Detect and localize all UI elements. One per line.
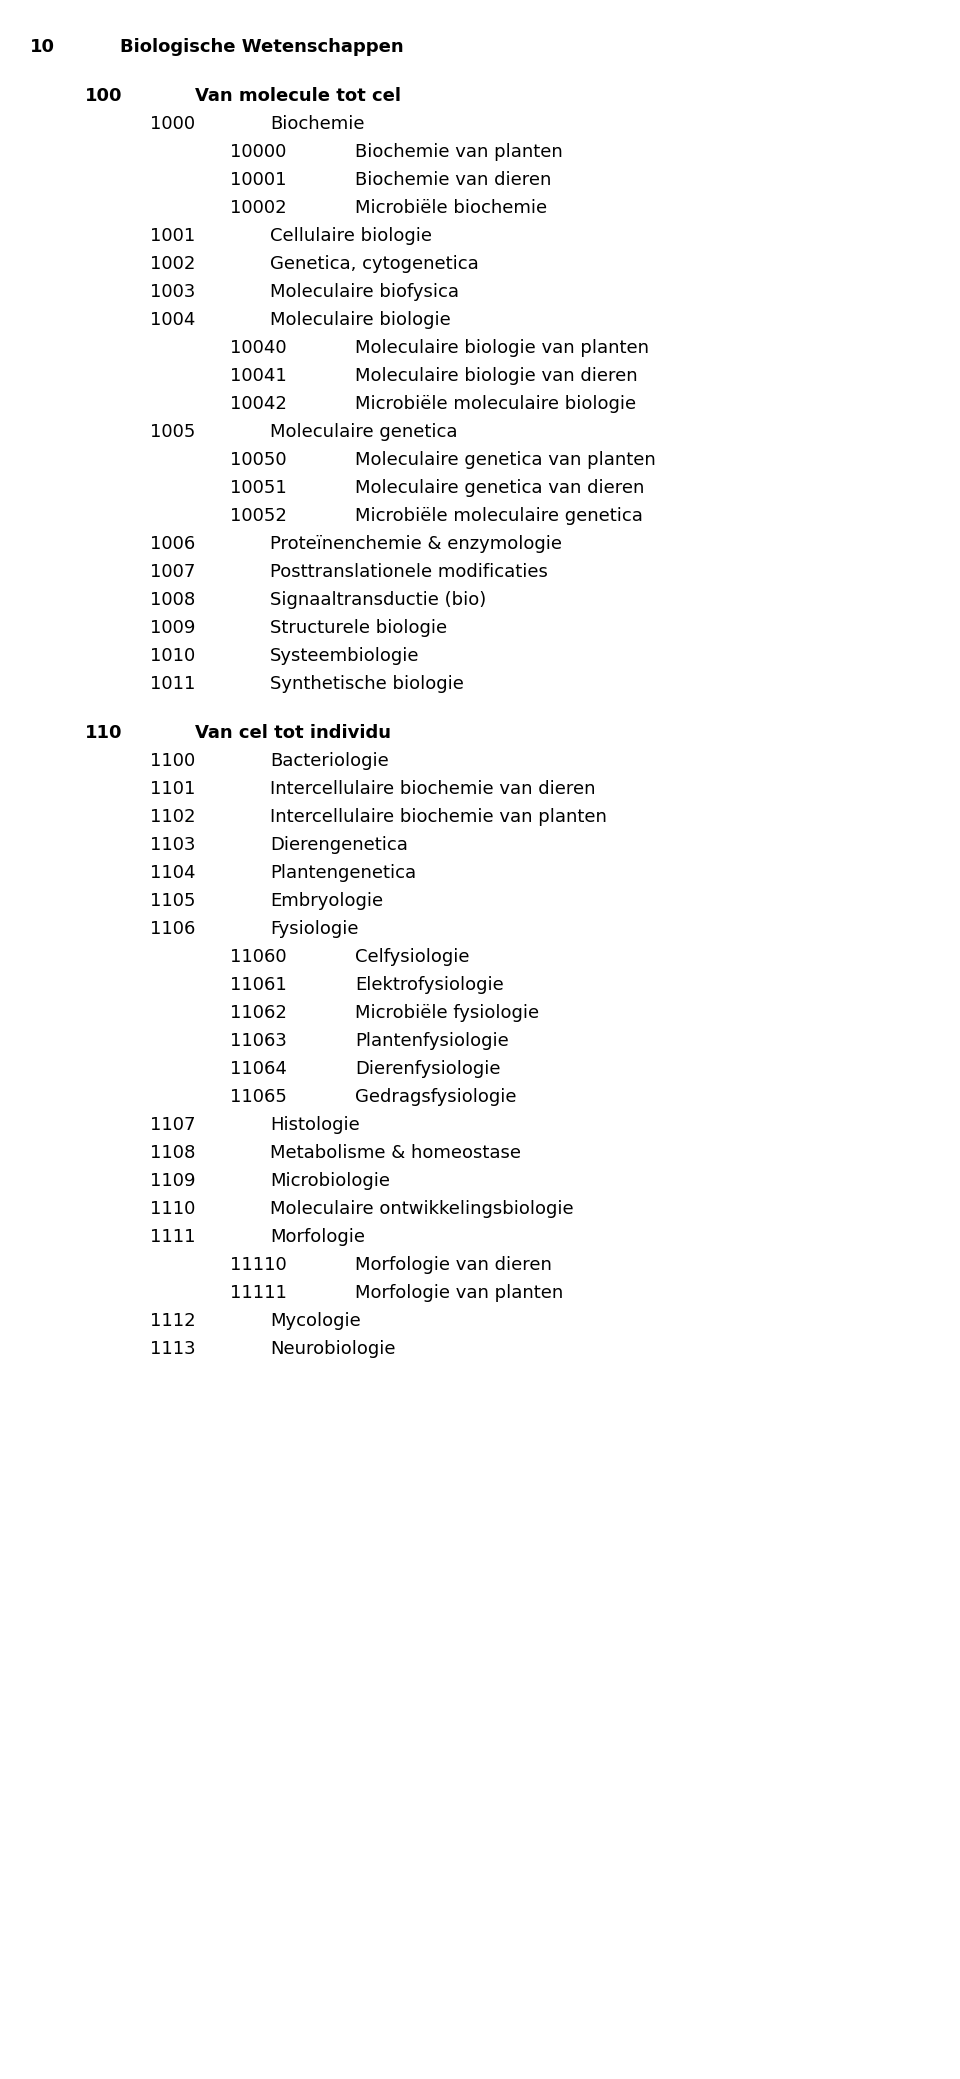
Text: 1109: 1109 bbox=[150, 1173, 196, 1189]
Text: Elektrofysiologie: Elektrofysiologie bbox=[355, 975, 504, 994]
Text: 1105: 1105 bbox=[150, 892, 196, 911]
Text: Proteïnenchemie & enzymologie: Proteïnenchemie & enzymologie bbox=[270, 534, 562, 553]
Text: 1110: 1110 bbox=[150, 1200, 196, 1218]
Text: 1113: 1113 bbox=[150, 1341, 196, 1358]
Text: Moleculaire ontwikkelingsbiologie: Moleculaire ontwikkelingsbiologie bbox=[270, 1200, 574, 1218]
Text: Synthetische biologie: Synthetische biologie bbox=[270, 676, 464, 692]
Text: Structurele biologie: Structurele biologie bbox=[270, 620, 447, 636]
Text: Systeembiologie: Systeembiologie bbox=[270, 647, 420, 665]
Text: 11111: 11111 bbox=[230, 1285, 287, 1301]
Text: 110: 110 bbox=[85, 723, 123, 742]
Text: 1108: 1108 bbox=[150, 1143, 196, 1162]
Text: Celfysiologie: Celfysiologie bbox=[355, 948, 469, 967]
Text: Fysiologie: Fysiologie bbox=[270, 921, 358, 938]
Text: 10: 10 bbox=[30, 37, 55, 56]
Text: Van molecule tot cel: Van molecule tot cel bbox=[195, 87, 401, 106]
Text: 10050: 10050 bbox=[230, 451, 287, 470]
Text: Intercellulaire biochemie van planten: Intercellulaire biochemie van planten bbox=[270, 809, 607, 825]
Text: Bacteriologie: Bacteriologie bbox=[270, 753, 389, 769]
Text: 11065: 11065 bbox=[230, 1087, 287, 1106]
Text: Signaaltransductie (bio): Signaaltransductie (bio) bbox=[270, 590, 487, 609]
Text: 1002: 1002 bbox=[150, 256, 196, 272]
Text: 10001: 10001 bbox=[230, 170, 286, 189]
Text: 1008: 1008 bbox=[150, 590, 195, 609]
Text: 11062: 11062 bbox=[230, 1004, 287, 1023]
Text: 1009: 1009 bbox=[150, 620, 196, 636]
Text: Genetica, cytogenetica: Genetica, cytogenetica bbox=[270, 256, 479, 272]
Text: Plantenfysiologie: Plantenfysiologie bbox=[355, 1031, 509, 1050]
Text: 1007: 1007 bbox=[150, 563, 196, 580]
Text: Moleculaire genetica: Moleculaire genetica bbox=[270, 422, 458, 441]
Text: Microbiële moleculaire biologie: Microbiële moleculaire biologie bbox=[355, 395, 636, 414]
Text: Microbiële fysiologie: Microbiële fysiologie bbox=[355, 1004, 540, 1023]
Text: 1006: 1006 bbox=[150, 534, 195, 553]
Text: Biologische Wetenschappen: Biologische Wetenschappen bbox=[120, 37, 403, 56]
Text: Moleculaire biologie van dieren: Moleculaire biologie van dieren bbox=[355, 368, 637, 385]
Text: Biochemie van dieren: Biochemie van dieren bbox=[355, 170, 551, 189]
Text: Histologie: Histologie bbox=[270, 1116, 360, 1133]
Text: 1103: 1103 bbox=[150, 836, 196, 854]
Text: 1004: 1004 bbox=[150, 312, 196, 328]
Text: 1011: 1011 bbox=[150, 676, 196, 692]
Text: Embryologie: Embryologie bbox=[270, 892, 383, 911]
Text: Biochemie van planten: Biochemie van planten bbox=[355, 143, 563, 160]
Text: Intercellulaire biochemie van dieren: Intercellulaire biochemie van dieren bbox=[270, 780, 595, 798]
Text: Biochemie: Biochemie bbox=[270, 114, 365, 133]
Text: Dierenfysiologie: Dierenfysiologie bbox=[355, 1060, 500, 1079]
Text: 1005: 1005 bbox=[150, 422, 196, 441]
Text: 1101: 1101 bbox=[150, 780, 196, 798]
Text: Mycologie: Mycologie bbox=[270, 1312, 361, 1331]
Text: Microbiële biochemie: Microbiële biochemie bbox=[355, 200, 547, 216]
Text: Morfologie van planten: Morfologie van planten bbox=[355, 1285, 564, 1301]
Text: 1112: 1112 bbox=[150, 1312, 196, 1331]
Text: 100: 100 bbox=[85, 87, 123, 106]
Text: Moleculaire genetica van planten: Moleculaire genetica van planten bbox=[355, 451, 656, 470]
Text: Gedragsfysiologie: Gedragsfysiologie bbox=[355, 1087, 516, 1106]
Text: 11110: 11110 bbox=[230, 1256, 287, 1274]
Text: 11061: 11061 bbox=[230, 975, 287, 994]
Text: Morfologie van dieren: Morfologie van dieren bbox=[355, 1256, 552, 1274]
Text: 10052: 10052 bbox=[230, 507, 287, 526]
Text: Dierengenetica: Dierengenetica bbox=[270, 836, 408, 854]
Text: Metabolisme & homeostase: Metabolisme & homeostase bbox=[270, 1143, 521, 1162]
Text: Moleculaire biologie van planten: Moleculaire biologie van planten bbox=[355, 339, 649, 358]
Text: Plantengenetica: Plantengenetica bbox=[270, 865, 416, 881]
Text: 1106: 1106 bbox=[150, 921, 196, 938]
Text: 1010: 1010 bbox=[150, 647, 195, 665]
Text: Morfologie: Morfologie bbox=[270, 1229, 365, 1245]
Text: 1107: 1107 bbox=[150, 1116, 196, 1133]
Text: 10051: 10051 bbox=[230, 478, 287, 497]
Text: Microbiologie: Microbiologie bbox=[270, 1173, 390, 1189]
Text: 10000: 10000 bbox=[230, 143, 286, 160]
Text: Neurobiologie: Neurobiologie bbox=[270, 1341, 396, 1358]
Text: Moleculaire genetica van dieren: Moleculaire genetica van dieren bbox=[355, 478, 644, 497]
Text: 1104: 1104 bbox=[150, 865, 196, 881]
Text: 11063: 11063 bbox=[230, 1031, 287, 1050]
Text: Cellulaire biologie: Cellulaire biologie bbox=[270, 227, 432, 245]
Text: 10002: 10002 bbox=[230, 200, 287, 216]
Text: 10040: 10040 bbox=[230, 339, 287, 358]
Text: Moleculaire biologie: Moleculaire biologie bbox=[270, 312, 451, 328]
Text: 1003: 1003 bbox=[150, 283, 196, 301]
Text: 1111: 1111 bbox=[150, 1229, 196, 1245]
Text: Microbiële moleculaire genetica: Microbiële moleculaire genetica bbox=[355, 507, 643, 526]
Text: 1000: 1000 bbox=[150, 114, 195, 133]
Text: 1102: 1102 bbox=[150, 809, 196, 825]
Text: Van cel tot individu: Van cel tot individu bbox=[195, 723, 391, 742]
Text: 10041: 10041 bbox=[230, 368, 287, 385]
Text: 10042: 10042 bbox=[230, 395, 287, 414]
Text: 1001: 1001 bbox=[150, 227, 195, 245]
Text: Moleculaire biofysica: Moleculaire biofysica bbox=[270, 283, 459, 301]
Text: 1100: 1100 bbox=[150, 753, 195, 769]
Text: 11060: 11060 bbox=[230, 948, 287, 967]
Text: Posttranslationele modificaties: Posttranslationele modificaties bbox=[270, 563, 548, 580]
Text: 11064: 11064 bbox=[230, 1060, 287, 1079]
